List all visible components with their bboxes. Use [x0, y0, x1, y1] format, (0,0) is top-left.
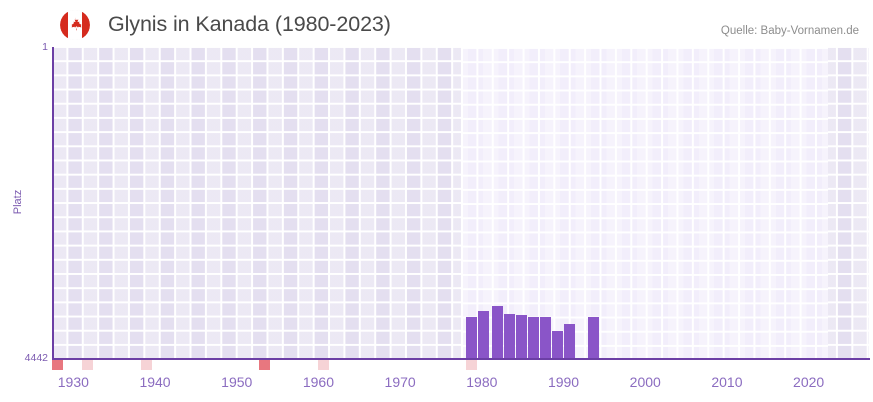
x-tick-1940: 1940: [139, 374, 171, 390]
x-tick-1950: 1950: [221, 374, 253, 390]
x-tick-swatch-9: [318, 360, 329, 370]
source-attribution: Quelle: Baby-Vornamen.de: [720, 25, 859, 37]
x-tick-swatch-0: [52, 360, 63, 370]
x-tick-1980: 1980: [466, 374, 498, 390]
y-axis-title: Platz: [12, 189, 24, 215]
bar-series: [52, 47, 869, 359]
x-tick-2000: 2000: [629, 374, 661, 390]
x-axis-tick-swatches: [52, 360, 870, 370]
plot-area: [52, 47, 869, 359]
x-tick-1970: 1970: [384, 374, 416, 390]
x-tick-1990: 1990: [547, 374, 580, 390]
x-tick-swatch-1: [82, 360, 93, 370]
bar-1982[interactable]: [492, 306, 503, 359]
bar-1983[interactable]: [504, 314, 515, 359]
chart-header: Glynis in Kanada (1980-2023) Quelle: Bab…: [0, 0, 873, 45]
x-tick-1930: 1930: [57, 374, 89, 390]
bar-1994[interactable]: [588, 317, 599, 359]
bar-1981[interactable]: [478, 311, 489, 359]
page-title: Glynis in Kanada (1980-2023): [108, 12, 391, 36]
x-tick-2010: 2010: [711, 374, 743, 390]
x-tick-1960: 1960: [302, 374, 335, 390]
x-tick-swatch-7: [259, 360, 270, 370]
bar-1984[interactable]: [516, 315, 527, 359]
bar-1980[interactable]: [466, 317, 477, 359]
bar-1991[interactable]: [564, 324, 575, 359]
canada-flag-icon: [60, 10, 90, 40]
y-tick-bottom: 4442: [24, 352, 48, 364]
x-axis-labels: 1930 1940 1950 1960 1970 1980 1990 2000 2010 2020: [0, 374, 873, 396]
x-tick-swatch-3: [141, 360, 152, 370]
x-axis-line: [52, 358, 870, 360]
bar-1988[interactable]: [528, 317, 539, 359]
bar-1989[interactable]: [540, 317, 551, 359]
bar-1990[interactable]: [552, 331, 563, 359]
grid-background-highlight: [460, 47, 829, 359]
x-tick-swatch-14: [466, 360, 477, 370]
x-tick-2020: 2020: [793, 374, 825, 390]
y-axis-line: [52, 47, 54, 360]
y-tick-top: 1: [42, 41, 48, 53]
y-axis-labels: 1 4442 Platz: [0, 0, 48, 402]
